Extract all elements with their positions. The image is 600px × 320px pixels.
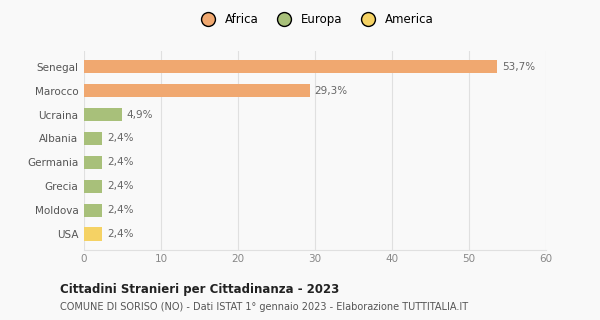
Bar <box>84 204 103 217</box>
Bar <box>84 108 122 121</box>
Text: COMUNE DI SORISO (NO) - Dati ISTAT 1° gennaio 2023 - Elaborazione TUTTITALIA.IT: COMUNE DI SORISO (NO) - Dati ISTAT 1° ge… <box>60 302 468 312</box>
Text: Cittadini Stranieri per Cittadinanza - 2023: Cittadini Stranieri per Cittadinanza - 2… <box>60 283 339 296</box>
Bar <box>84 156 103 169</box>
Text: 2,4%: 2,4% <box>107 205 134 215</box>
Bar <box>84 132 103 145</box>
Text: 53,7%: 53,7% <box>502 62 535 72</box>
Bar <box>84 228 103 241</box>
Bar <box>84 60 497 73</box>
Text: 2,4%: 2,4% <box>107 157 134 167</box>
Text: 2,4%: 2,4% <box>107 229 134 239</box>
Text: 29,3%: 29,3% <box>314 86 347 96</box>
Legend: Africa, Europa, America: Africa, Europa, America <box>196 13 434 27</box>
Bar <box>84 180 103 193</box>
Text: 2,4%: 2,4% <box>107 133 134 143</box>
Text: 2,4%: 2,4% <box>107 181 134 191</box>
Bar <box>84 84 310 97</box>
Text: 4,9%: 4,9% <box>127 109 153 120</box>
